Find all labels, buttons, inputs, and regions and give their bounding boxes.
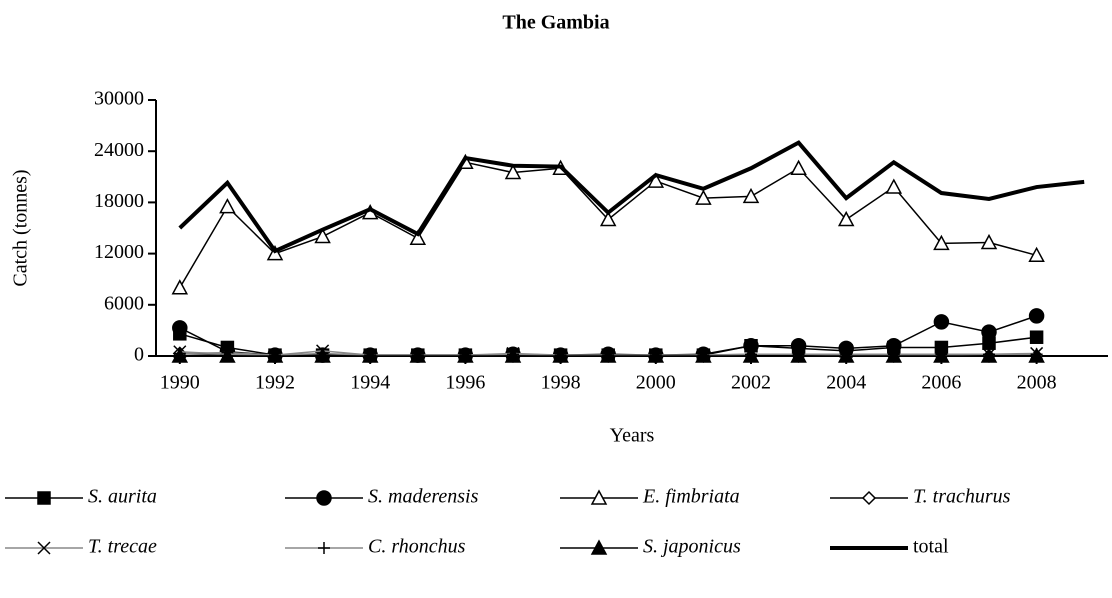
marker xyxy=(647,347,665,363)
x-tick-label: 2002 xyxy=(731,372,771,394)
x-tick-label: 2006 xyxy=(921,372,961,394)
y-axis-label: Catch (tonnes) xyxy=(10,169,32,286)
legend-label: S. japonicus xyxy=(643,536,741,558)
legend-label: E. fimbriata xyxy=(642,486,740,508)
legend-marker xyxy=(37,491,51,505)
x-tick-label: 2008 xyxy=(1017,372,1057,394)
marker xyxy=(361,347,379,363)
marker xyxy=(742,187,760,204)
y-tick-label: 0 xyxy=(134,344,144,366)
marker xyxy=(933,347,950,363)
x-tick-label: 1994 xyxy=(350,372,390,394)
marker xyxy=(314,227,331,244)
legend-label: S. maderensis xyxy=(368,486,479,508)
marker xyxy=(980,233,998,250)
marker xyxy=(504,163,522,180)
chart-title: The Gambia xyxy=(502,12,609,34)
legend-label: S. aurita xyxy=(88,486,157,508)
legend-marker xyxy=(590,489,608,505)
marker xyxy=(266,347,284,363)
marker xyxy=(409,229,427,245)
x-tick-label: 1990 xyxy=(160,372,200,394)
x-tick-label: 1992 xyxy=(255,372,295,394)
y-tick-label: 18000 xyxy=(94,190,144,212)
y-tick-label: 30000 xyxy=(94,88,144,110)
marker xyxy=(933,314,950,330)
legend-marker xyxy=(861,490,877,506)
marker xyxy=(695,189,712,205)
x-axis-label: Years xyxy=(610,425,655,447)
marker xyxy=(314,347,331,363)
marker xyxy=(790,159,807,176)
legend-label: C. rhonchus xyxy=(368,536,466,558)
legend-label: T. trecae xyxy=(88,536,157,558)
legend-label: total xyxy=(913,536,949,558)
marker xyxy=(504,347,522,363)
marker xyxy=(647,172,665,188)
legend-marker xyxy=(37,541,51,555)
marker xyxy=(837,210,855,227)
legend-marker xyxy=(318,542,330,554)
marker xyxy=(1029,330,1044,344)
marker xyxy=(172,320,188,336)
marker xyxy=(933,234,950,251)
marker xyxy=(1028,347,1045,363)
series-line xyxy=(178,140,1085,254)
x-tick-label: 2000 xyxy=(636,372,676,394)
marker xyxy=(457,347,474,363)
marker xyxy=(885,347,903,363)
legend-label: T. trachurus xyxy=(913,486,1011,508)
marker xyxy=(885,178,903,194)
marker xyxy=(171,279,189,295)
legend-marker xyxy=(316,490,332,506)
marker xyxy=(695,347,712,363)
marker xyxy=(219,198,236,214)
legend-marker xyxy=(590,539,608,555)
marker xyxy=(981,324,997,340)
marker xyxy=(980,347,998,363)
x-tick-label: 1998 xyxy=(541,372,581,394)
x-tick-label: 1996 xyxy=(445,372,485,394)
marker xyxy=(599,210,617,227)
x-tick-label: 2004 xyxy=(826,372,866,394)
marker xyxy=(1028,308,1045,324)
marker xyxy=(599,347,617,363)
marker xyxy=(790,347,807,363)
marker xyxy=(409,347,427,363)
y-tick-label: 6000 xyxy=(104,292,144,314)
marker xyxy=(1028,246,1045,263)
y-tick-label: 24000 xyxy=(94,139,144,161)
marker xyxy=(742,347,760,363)
marker xyxy=(552,347,569,363)
marker xyxy=(219,347,236,363)
marker xyxy=(837,347,855,363)
y-tick-label: 12000 xyxy=(94,241,144,263)
marker xyxy=(171,347,189,363)
